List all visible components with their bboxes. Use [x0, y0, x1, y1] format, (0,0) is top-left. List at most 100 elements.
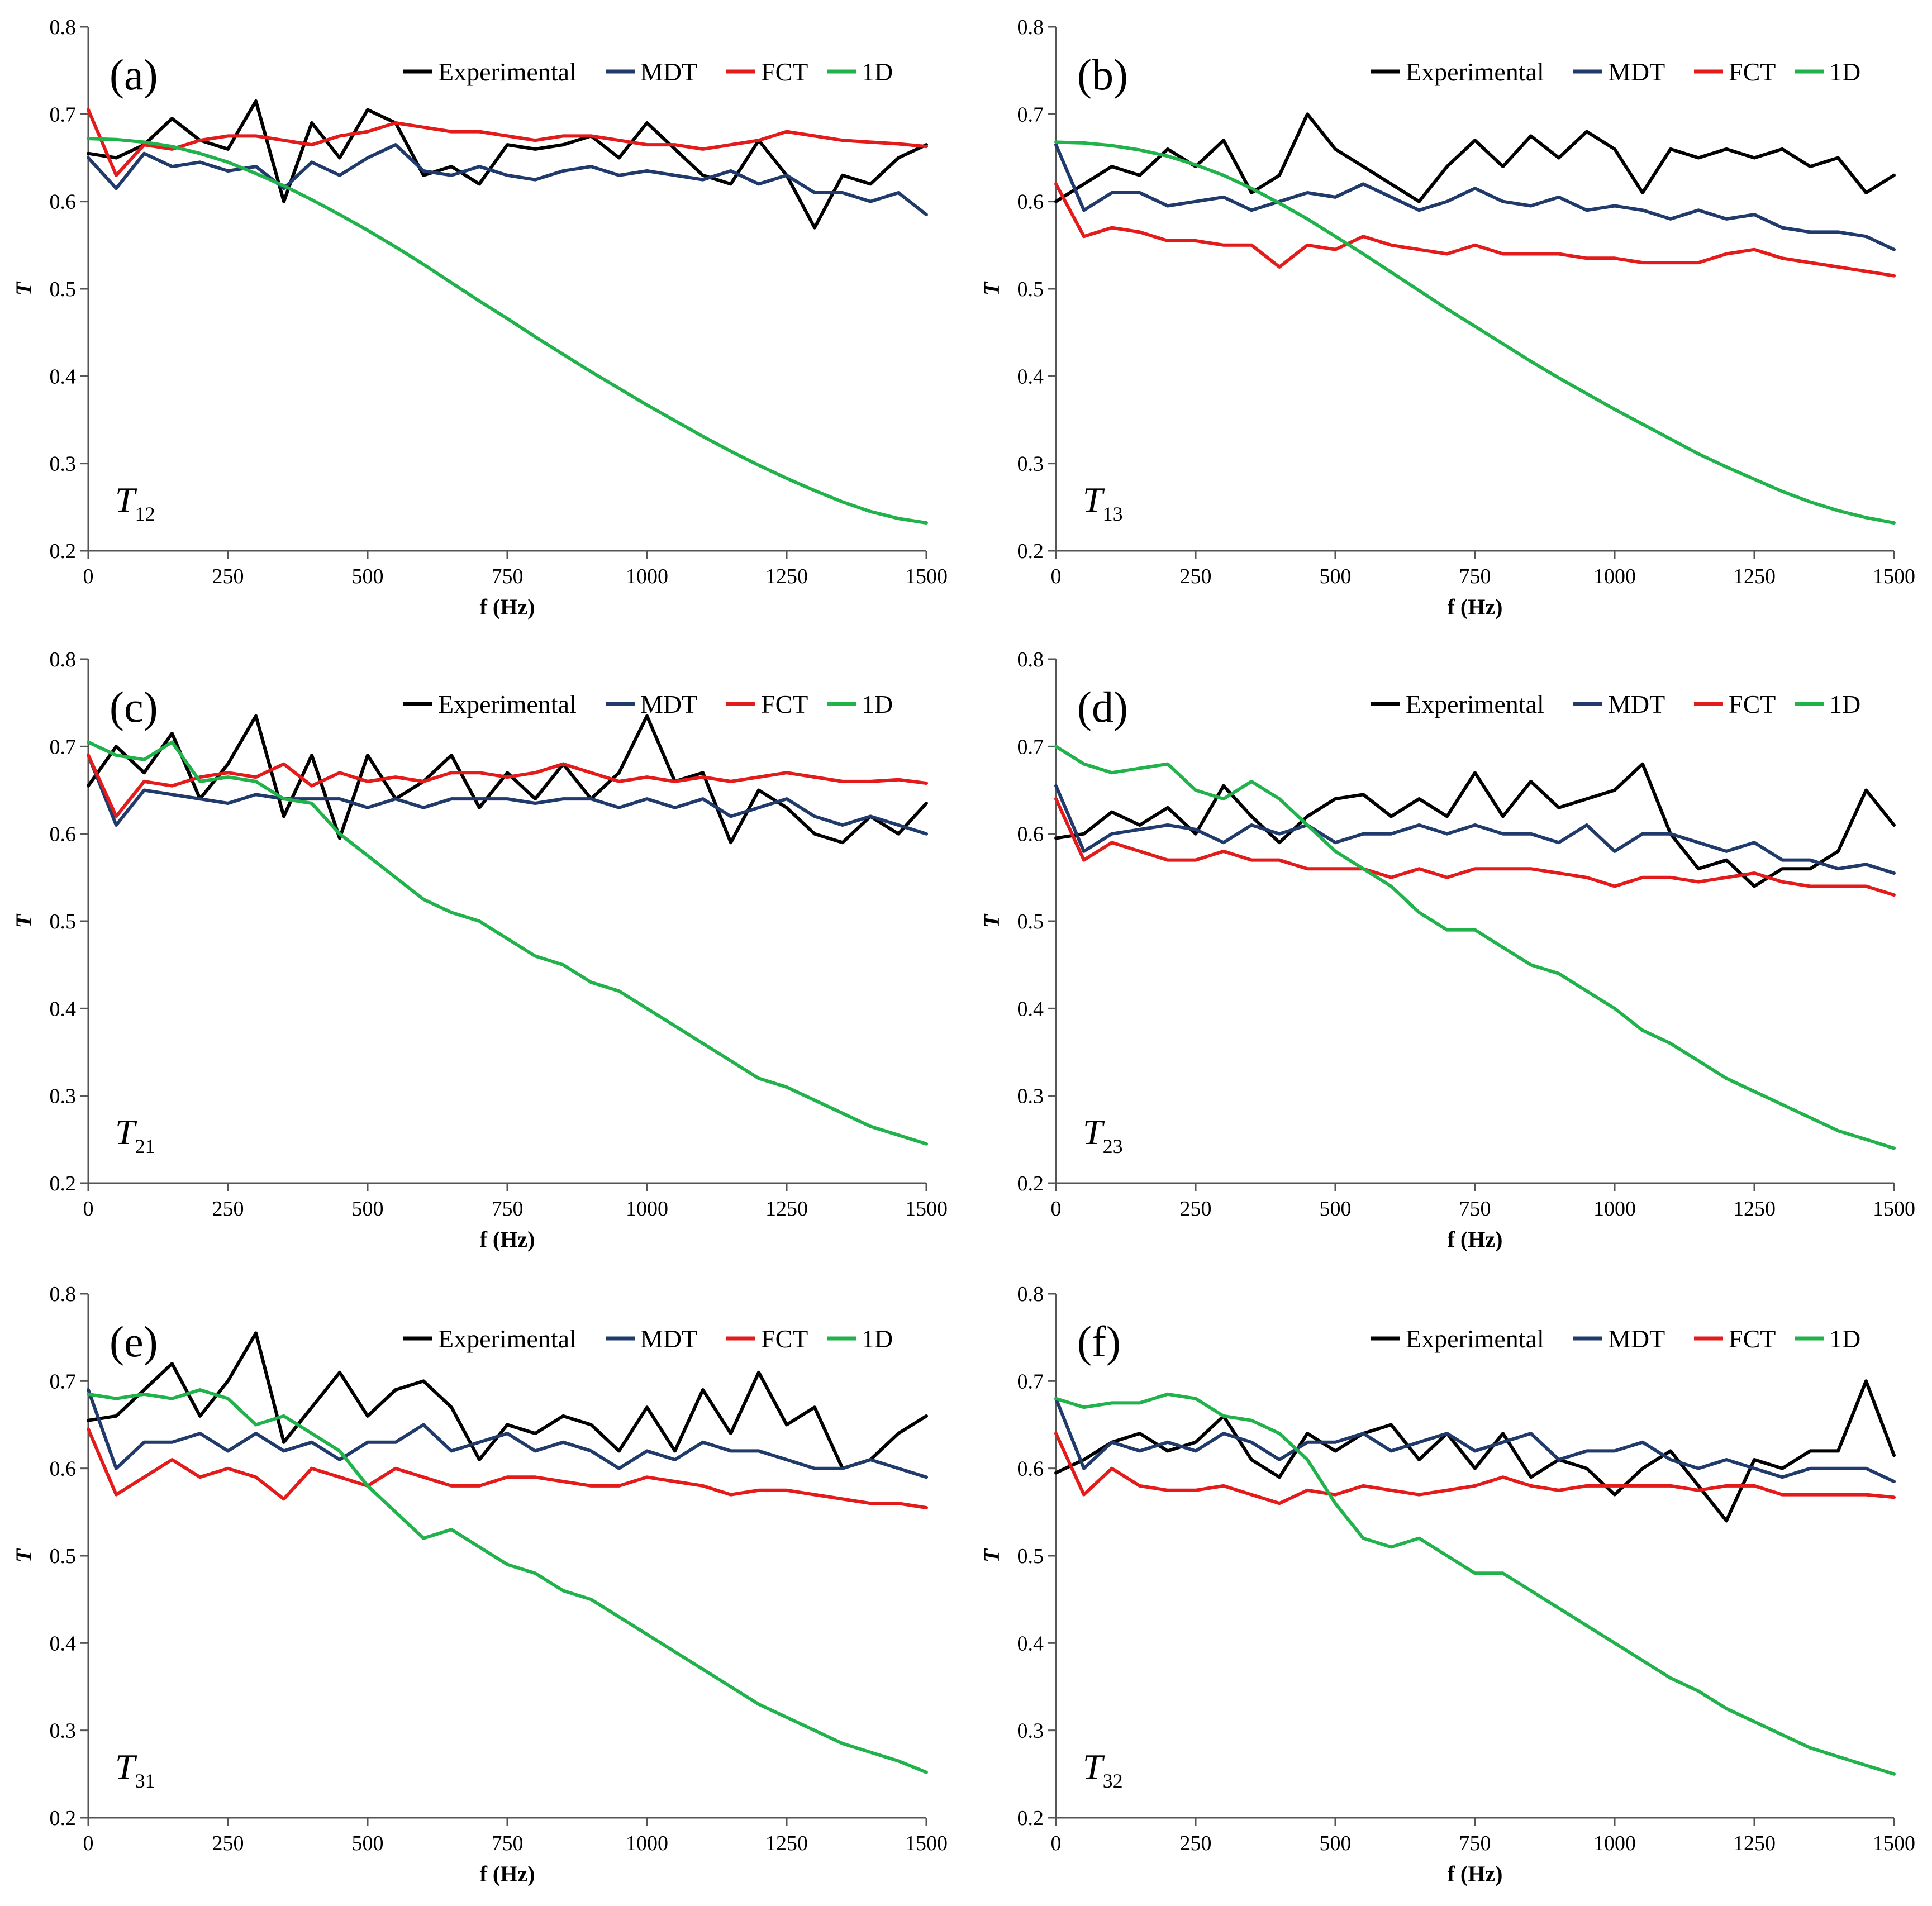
panel-label-main: T: [1083, 480, 1105, 520]
panel-label-main: T: [115, 480, 137, 520]
y-tick-label: 0.6: [1017, 190, 1044, 214]
y-tick-label: 0.7: [50, 735, 77, 759]
chart-panel-2: 0.2 0.3 0.4 0.5 0.6 0.7 0.8 0 250 500 750 1000 1250 1…: [979, 16, 1915, 620]
x-axis-title: f (Hz): [480, 594, 535, 620]
legend-entry-label: MDT: [1608, 690, 1665, 718]
y-tick-label: 0.6: [50, 1457, 77, 1481]
x-tick-label: 750: [1459, 1832, 1491, 1855]
y-tick-label: 0.5: [1017, 910, 1044, 933]
x-tick-label: 0: [1051, 1197, 1062, 1221]
y-tick-label: 0.5: [50, 278, 77, 301]
y-tick-label: 0.5: [50, 1545, 77, 1568]
x-tick-label: 1500: [1873, 565, 1915, 588]
legend: Experimental MDT FCT 1D: [403, 690, 893, 718]
series-line-1d: [1054, 1392, 1896, 1776]
x-tick-label: 250: [212, 565, 244, 588]
legend-entry-label: MDT: [640, 1324, 697, 1353]
legend: Experimental MDT FCT 1D: [1371, 1324, 1860, 1353]
y-axis-title: T: [11, 1548, 36, 1562]
chart-panel-4: 0.2 0.3 0.4 0.5 0.6 0.7 0.8 0 250 500 750 1000 1250 1…: [979, 648, 1915, 1252]
y-tick-label: 0.6: [1017, 823, 1044, 846]
x-tick-label: 250: [1180, 565, 1212, 588]
y-tick-label: 0.3: [50, 1719, 77, 1743]
legend-entry-label: FCT: [761, 690, 808, 718]
x-tick-label: 1250: [765, 1197, 808, 1221]
y-axis-title: T: [11, 913, 36, 928]
series-line-experimental: [1054, 762, 1896, 888]
y-tick-label: 0.4: [50, 997, 77, 1021]
series-line-fct: [87, 1427, 928, 1509]
x-tick-label: 1500: [905, 1832, 948, 1855]
series-line-1d: [87, 740, 928, 1146]
y-tick-label: 0.3: [1017, 1085, 1044, 1108]
x-tick-label: 500: [1320, 565, 1352, 588]
y-tick-label: 0.3: [50, 1085, 77, 1108]
panel-letter: (c): [110, 683, 158, 731]
series-line-fct: [1054, 797, 1896, 897]
legend-entry-label: 1D: [1829, 1324, 1860, 1353]
y-tick-label: 0.6: [50, 823, 77, 846]
panel-subscript-label: T21: [115, 1112, 155, 1157]
legend-entry-label: MDT: [1608, 1324, 1665, 1353]
x-axis-title: f (Hz): [480, 1227, 535, 1252]
series-line-experimental: [87, 714, 928, 845]
x-tick-label: 0: [83, 1197, 94, 1221]
series-line-experimental: [87, 1331, 928, 1470]
y-tick-label: 0.4: [1017, 997, 1044, 1021]
y-tick-label: 0.2: [50, 1807, 77, 1830]
y-tick-label: 0.3: [1017, 1719, 1044, 1743]
panel-label-subscript: 21: [135, 1135, 155, 1157]
legend-entry-label: 1D: [862, 58, 893, 86]
x-tick-label: 1000: [626, 1832, 668, 1855]
panel-letter: (e): [110, 1317, 158, 1366]
x-tick-label: 1000: [1593, 1197, 1636, 1221]
chart-panel-6: 0.2 0.3 0.4 0.5 0.6 0.7 0.8 0 250 500 750 1000 1250 1…: [979, 1283, 1915, 1886]
y-axis-title: T: [979, 913, 1004, 928]
legend: Experimental MDT FCT 1D: [403, 58, 893, 86]
legend-entry-label: Experimental: [438, 690, 577, 718]
legend-entry-label: FCT: [1729, 1324, 1776, 1353]
legend-entry-label: MDT: [640, 58, 697, 86]
y-tick-label: 0.7: [1017, 1370, 1044, 1393]
x-tick-label: 500: [1320, 1197, 1352, 1221]
series-line-1d: [1054, 745, 1896, 1150]
y-axis-title: T: [11, 281, 36, 296]
chart-panel-3: 0.2 0.3 0.4 0.5 0.6 0.7 0.8 0 250 500 750 1000 1250 1…: [11, 648, 948, 1252]
x-tick-label: 0: [83, 1832, 94, 1855]
y-tick-label: 0.7: [50, 1370, 77, 1393]
y-tick-label: 0.8: [50, 648, 77, 671]
x-tick-label: 1500: [1873, 1832, 1915, 1855]
x-tick-label: 750: [492, 565, 524, 588]
series-line-mdt: [87, 1388, 928, 1479]
y-tick-label: 0.7: [50, 103, 77, 126]
x-tick-label: 1250: [1733, 565, 1776, 588]
y-tick-label: 0.8: [1017, 16, 1044, 39]
y-tick-label: 0.7: [1017, 103, 1044, 126]
panel-letter: (f): [1077, 1317, 1121, 1366]
x-tick-label: 1250: [1733, 1832, 1776, 1855]
x-tick-label: 500: [1320, 1832, 1352, 1855]
x-tick-label: 0: [1051, 565, 1062, 588]
x-tick-label: 500: [352, 565, 384, 588]
y-axis-title: T: [979, 281, 1004, 296]
panel-subscript-label: T13: [1083, 480, 1123, 525]
legend-entry-label: Experimental: [1406, 690, 1544, 718]
x-tick-label: 250: [1180, 1832, 1212, 1855]
y-tick-label: 0.5: [50, 910, 77, 933]
legend-entry-label: Experimental: [438, 1324, 577, 1353]
legend-entry-label: Experimental: [1406, 58, 1544, 86]
legend-entry-label: FCT: [1729, 58, 1776, 86]
x-tick-label: 1000: [1593, 1832, 1636, 1855]
x-tick-label: 250: [212, 1832, 244, 1855]
x-tick-label: 750: [492, 1832, 524, 1855]
y-axis-title: T: [979, 1548, 1004, 1562]
x-tick-label: 500: [352, 1197, 384, 1221]
series-line-experimental: [87, 99, 928, 230]
panel-label-subscript: 32: [1103, 1770, 1123, 1792]
x-tick-label: 1500: [905, 565, 948, 588]
series-line-mdt: [87, 143, 928, 217]
series-line-fct: [87, 754, 928, 818]
x-tick-label: 500: [352, 1832, 384, 1855]
y-tick-label: 0.3: [1017, 452, 1044, 476]
